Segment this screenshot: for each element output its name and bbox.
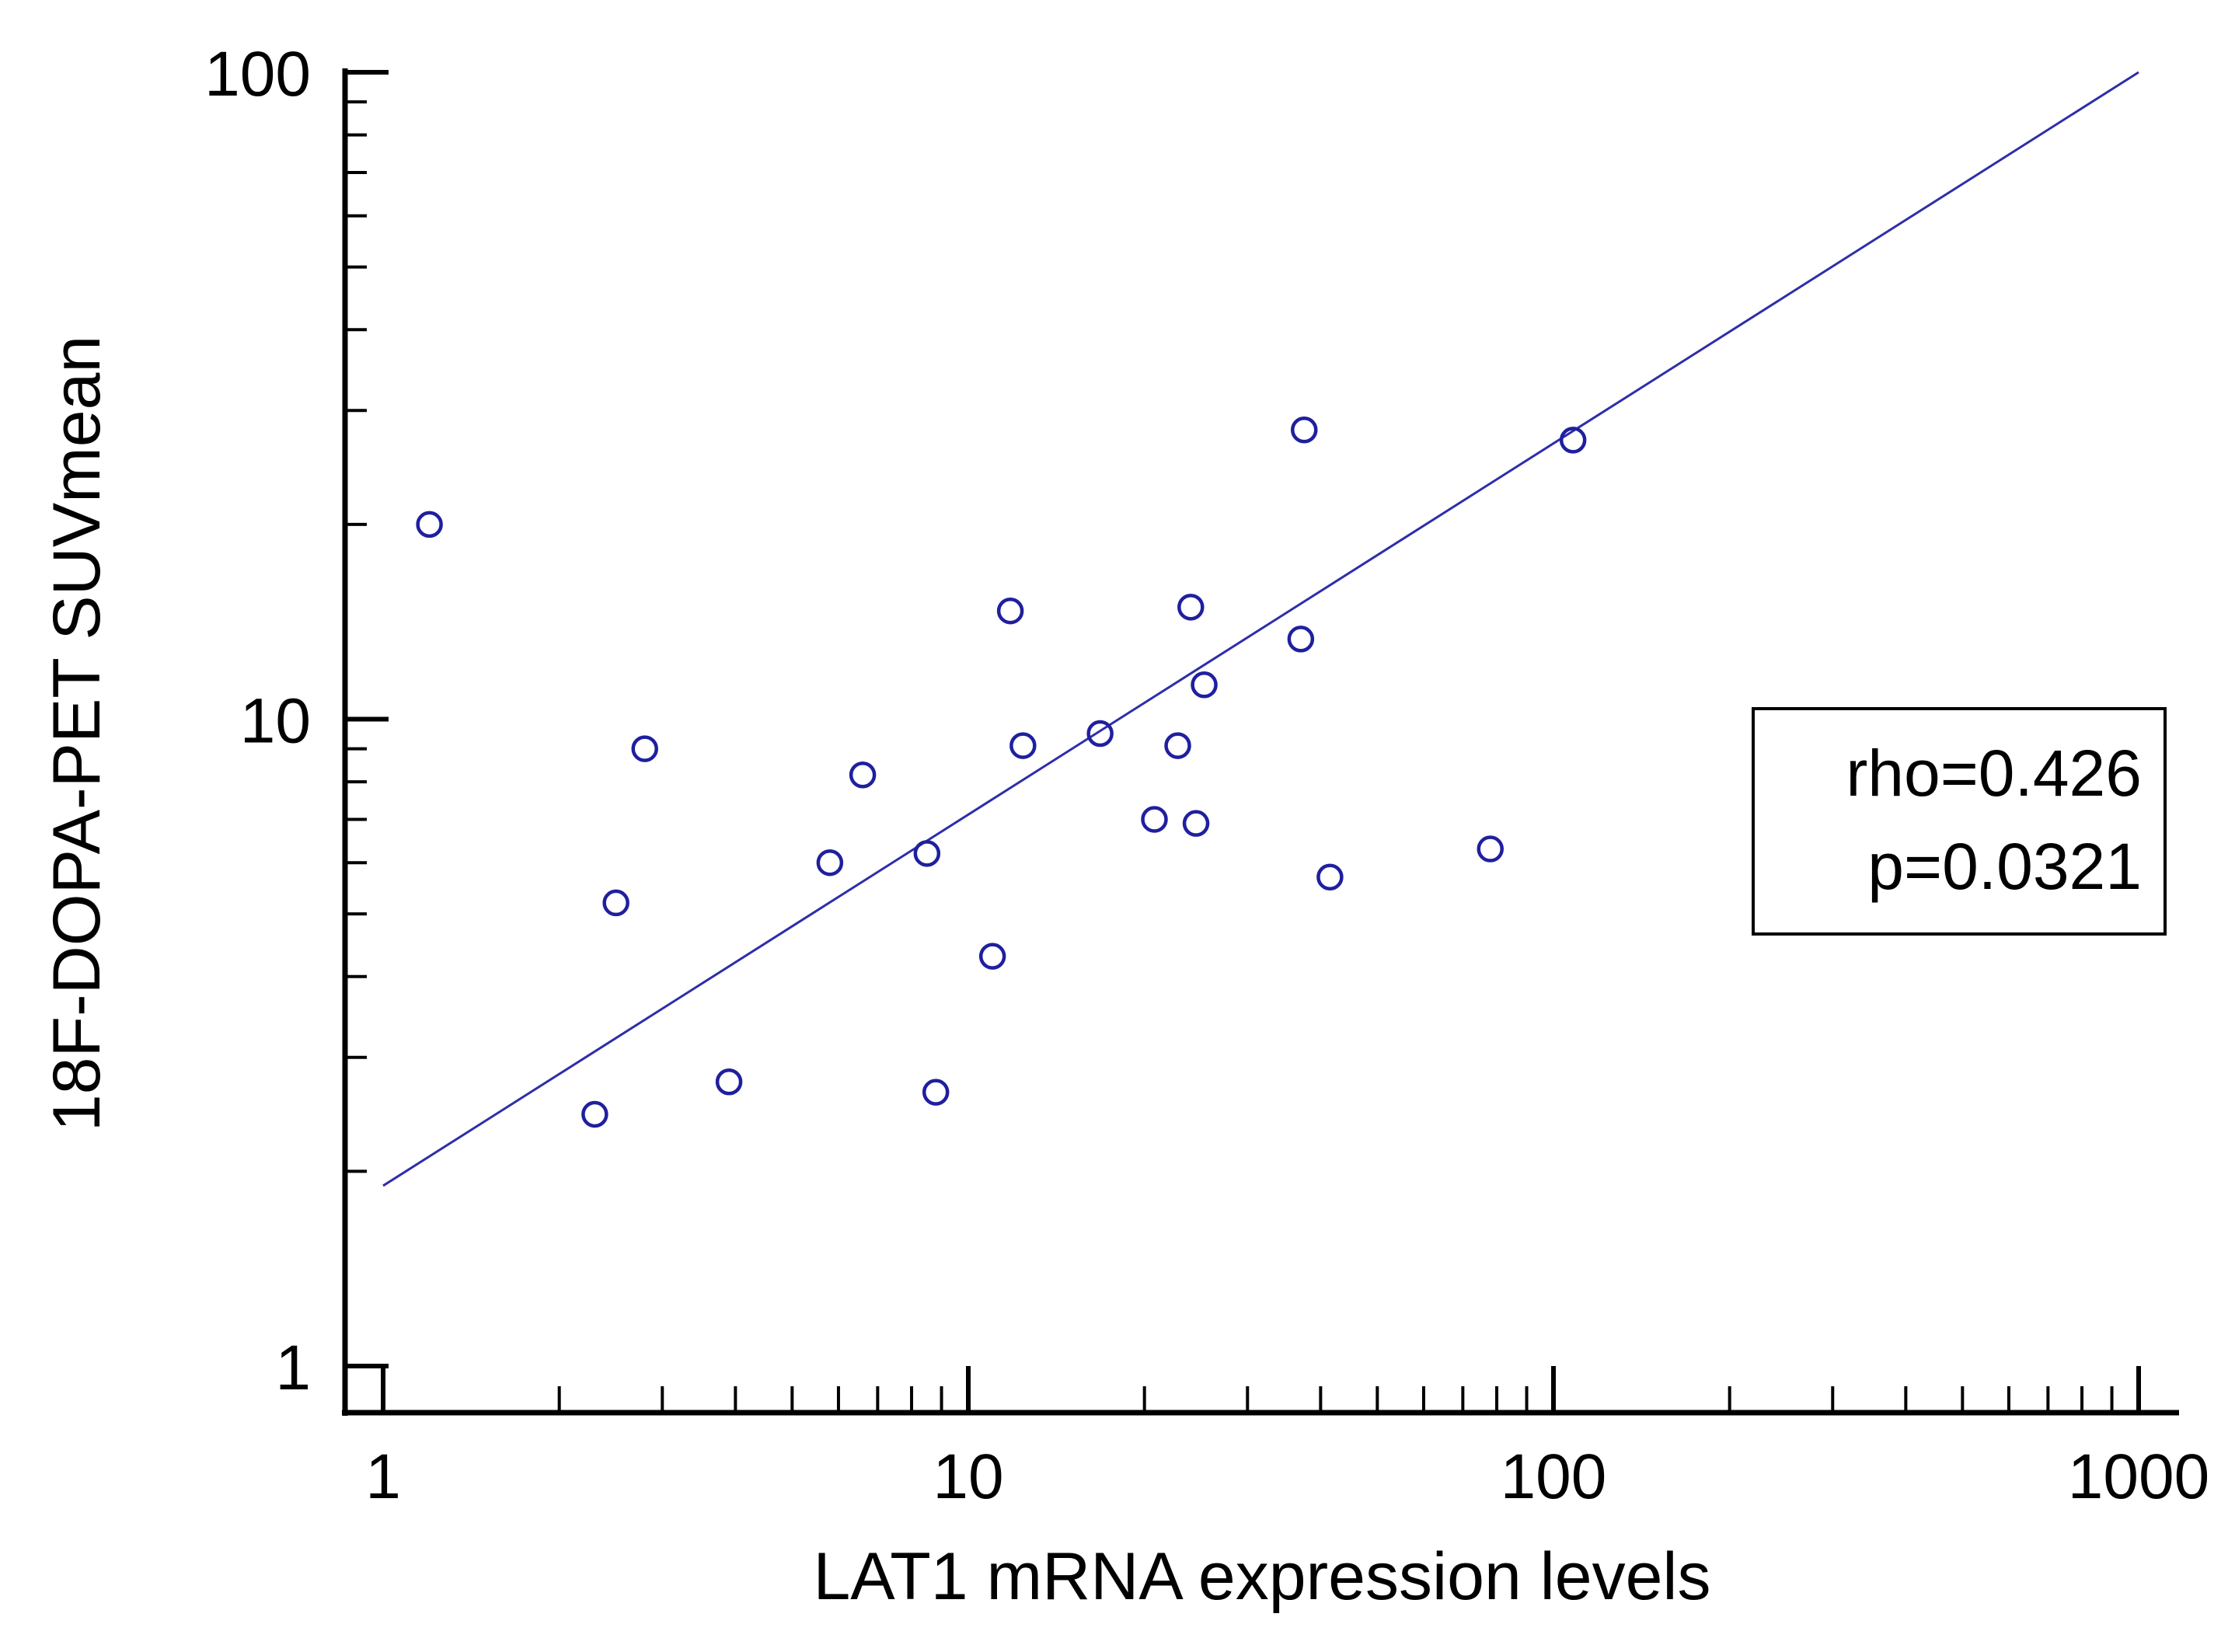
y-axis-ticks xyxy=(345,70,389,1368)
data-point xyxy=(581,1100,608,1128)
data-point xyxy=(1164,732,1191,759)
y-axis-title: 18F-DOPA-PET SUVmean xyxy=(40,336,114,1131)
data-point xyxy=(1177,594,1205,621)
data-point xyxy=(1182,810,1210,837)
data-point xyxy=(1191,671,1218,699)
data-point xyxy=(715,1068,743,1096)
p-value: p=0.0321 xyxy=(1867,830,2142,903)
data-point xyxy=(1559,427,1587,454)
stats-box: rho=0.426 p=0.0321 xyxy=(1752,707,2167,936)
x-tick-label: 100 xyxy=(1501,1441,1607,1512)
y-tick-label: 100 xyxy=(204,39,311,110)
data-point xyxy=(1316,863,1344,890)
data-point xyxy=(631,735,658,762)
stats-box-border xyxy=(1752,707,2167,936)
y-tick-label: 1 xyxy=(275,1333,311,1403)
data-point xyxy=(978,943,1006,970)
data-point xyxy=(1009,732,1037,759)
regression-line xyxy=(382,71,2139,1187)
data-point xyxy=(816,849,844,877)
data-point xyxy=(922,1079,950,1106)
data-point xyxy=(416,511,443,538)
data-points xyxy=(416,416,1587,1128)
y-tick-labels: 1 10 100 xyxy=(204,39,311,1403)
data-point xyxy=(1290,416,1318,444)
x-axis-ticks xyxy=(381,1366,2141,1413)
data-point xyxy=(1141,806,1168,833)
y-tick-label: 10 xyxy=(240,686,311,757)
data-point xyxy=(1477,835,1504,863)
x-tick-label: 10 xyxy=(933,1441,1003,1512)
data-point xyxy=(1287,626,1315,653)
x-axis-title: LAT1 mRNA expression levels xyxy=(813,1539,1710,1614)
data-point xyxy=(1086,720,1114,748)
rho-value: rho=0.426 xyxy=(1846,737,2142,810)
x-tick-label: 1000 xyxy=(2068,1441,2209,1512)
data-point xyxy=(602,889,629,917)
data-point xyxy=(996,597,1024,625)
x-tick-labels: 1 10 100 1000 xyxy=(365,1441,2209,1512)
data-point xyxy=(913,840,941,867)
axes xyxy=(342,68,2179,1416)
x-tick-label: 1 xyxy=(365,1441,401,1512)
data-point xyxy=(849,761,877,789)
